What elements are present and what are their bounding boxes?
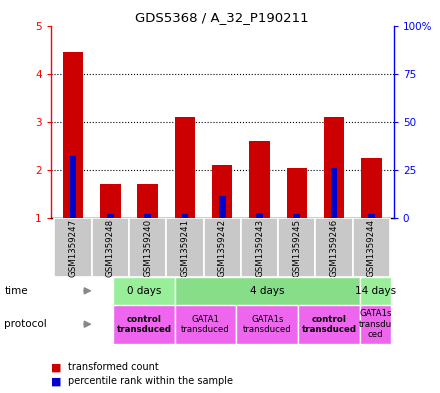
Title: GDS5368 / A_32_P190211: GDS5368 / A_32_P190211 [136,11,309,24]
Text: GSM1359240: GSM1359240 [143,219,152,277]
Bar [113,305,175,344]
Bar [219,196,226,218]
Text: time: time [4,286,28,296]
Bar [63,52,83,218]
Bar [70,156,77,218]
Bar [100,184,121,218]
Text: ■: ■ [51,362,61,373]
Text: GSM1359246: GSM1359246 [330,219,339,277]
Text: GATA1
transduced: GATA1 transduced [181,314,230,334]
Bar [175,277,360,305]
Text: protocol: protocol [4,319,47,329]
Bar [107,214,114,218]
Bar [144,214,151,218]
Bar [315,218,353,277]
Bar [256,213,263,218]
Text: GSM1359245: GSM1359245 [292,219,301,277]
Bar [236,305,298,344]
Bar [286,167,307,218]
Bar [212,165,232,218]
Text: 0 days: 0 days [127,286,161,296]
Text: percentile rank within the sample: percentile rank within the sample [68,376,233,386]
Bar [360,277,391,305]
Text: control
transduced: control transduced [117,314,172,334]
Text: 14 days: 14 days [355,286,396,296]
Bar [360,305,391,344]
Bar [331,167,337,218]
Bar [129,218,166,277]
Text: GSM1359242: GSM1359242 [218,219,227,277]
Text: GSM1359248: GSM1359248 [106,219,115,277]
Bar [137,184,158,218]
Bar [182,214,188,218]
Bar [175,117,195,218]
Bar [241,218,278,277]
Bar [175,305,236,344]
Text: ■: ■ [51,376,61,386]
Bar [353,218,390,277]
Text: transformed count: transformed count [68,362,159,373]
Text: GSM1359244: GSM1359244 [367,219,376,277]
Text: GSM1359241: GSM1359241 [180,219,189,277]
Text: GATA1s
transduced: GATA1s transduced [243,314,292,334]
Bar [361,158,381,218]
Bar [113,277,175,305]
Text: GSM1359247: GSM1359247 [69,219,77,277]
Bar [324,117,345,218]
Bar [293,214,300,218]
Bar [92,218,129,277]
Bar [368,214,375,218]
Text: GSM1359243: GSM1359243 [255,219,264,277]
Text: control
transduced: control transduced [301,314,356,334]
Bar [249,141,270,218]
Bar [54,218,92,277]
Bar [298,305,360,344]
Text: GATA1s
transdu
ced: GATA1s transdu ced [359,309,392,339]
Bar [166,218,204,277]
Bar [278,218,315,277]
Text: 4 days: 4 days [250,286,285,296]
Bar [204,218,241,277]
